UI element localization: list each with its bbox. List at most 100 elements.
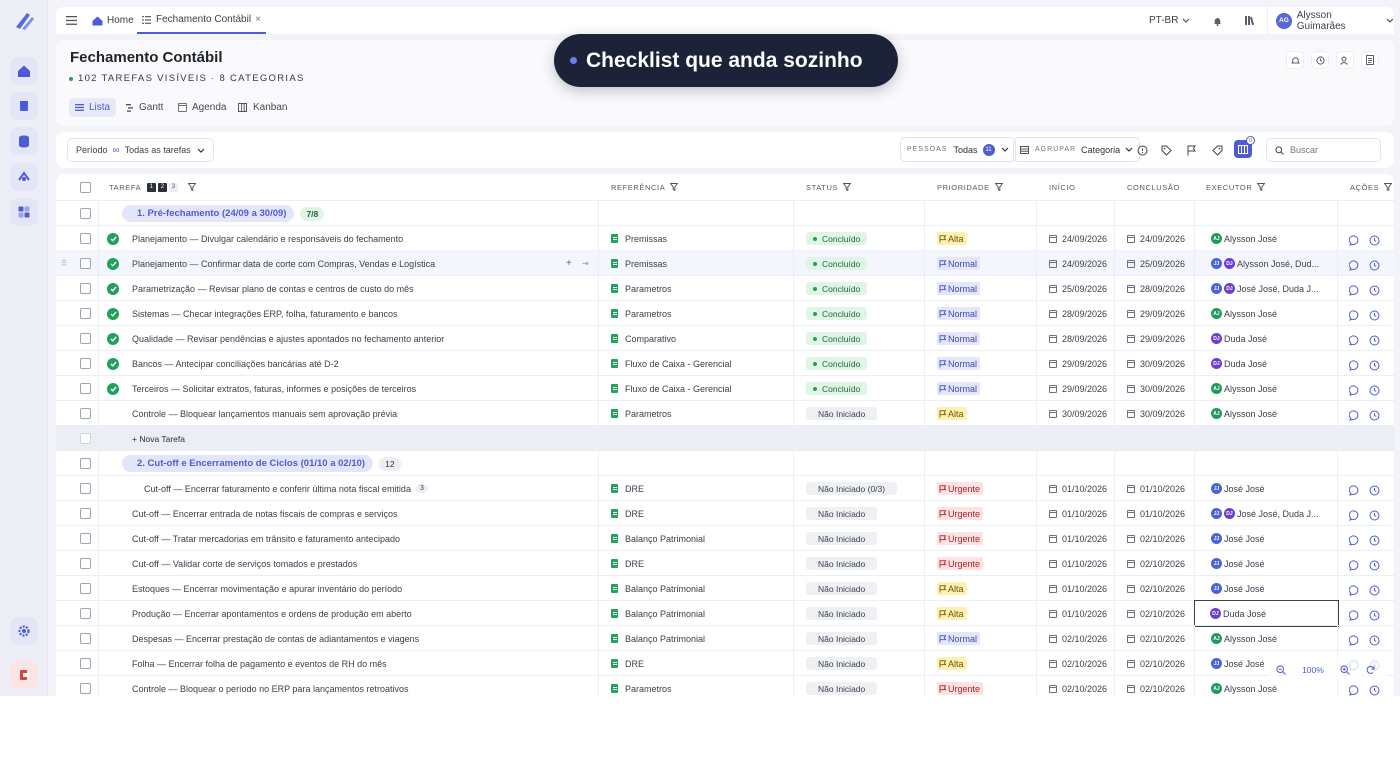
database-nav-icon[interactable]: [10, 127, 38, 155]
row-checkbox[interactable]: [80, 201, 91, 226]
tab-fechamento-contabil[interactable]: Fechamento Contábil ×: [137, 7, 266, 34]
status-badge[interactable]: Concluído: [806, 307, 868, 320]
clock-icon[interactable]: [1369, 483, 1380, 496]
priority-badge[interactable]: Alta: [937, 232, 967, 245]
task-title[interactable]: Qualidade — Revisar pendências e ajustes…: [132, 326, 572, 351]
filter-icon[interactable]: [994, 183, 1003, 191]
filter-icon[interactable]: [843, 183, 852, 191]
level-3-toggle[interactable]: 3: [169, 182, 179, 192]
comment-icon[interactable]: [1348, 533, 1360, 546]
executor-cell[interactable]: JJ DJ José José, Duda J...: [1211, 501, 1336, 526]
new-task-button[interactable]: + Nova Tarefa: [132, 426, 185, 451]
reference-cell[interactable]: Parametros: [611, 401, 672, 426]
checkbox[interactable]: [80, 358, 91, 369]
task-title[interactable]: Cut-off — Encerrar faturamento e conferi…: [144, 476, 584, 501]
user-menu[interactable]: AG Alysson Guimarães: [1267, 7, 1394, 34]
executor-cell[interactable]: JJ José José: [1211, 576, 1336, 601]
priority-badge[interactable]: Normal: [937, 282, 981, 295]
status-badge[interactable]: Não Iniciado: [806, 607, 878, 620]
priority-cell[interactable]: Urgente: [937, 551, 984, 576]
column-task[interactable]: TAREFA 1 2 3: [109, 174, 197, 200]
priority-badge[interactable]: Urgente: [937, 682, 984, 695]
status-badge[interactable]: Concluído: [806, 232, 868, 245]
clock-icon[interactable]: [1369, 583, 1380, 596]
reference-cell[interactable]: DRE: [611, 551, 644, 576]
status-cell[interactable]: Concluído: [806, 326, 868, 351]
column-start[interactable]: INÍCIO: [1049, 174, 1076, 200]
language-select[interactable]: PT-BR: [1149, 7, 1190, 34]
clock-icon[interactable]: [1369, 383, 1380, 396]
status-badge[interactable]: Não Iniciado: [806, 557, 878, 570]
checkbox[interactable]: [80, 683, 91, 694]
checkbox[interactable]: [80, 333, 91, 344]
task-title[interactable]: Bancos — Antecipar conciliações bancária…: [132, 351, 572, 376]
search-box[interactable]: [1266, 138, 1381, 162]
task-title[interactable]: Terceiros — Solicitar extratos, faturas,…: [132, 376, 572, 401]
status-badge[interactable]: Concluído: [806, 382, 868, 395]
row-checkbox[interactable]: [80, 376, 91, 401]
row-checkbox[interactable]: [80, 576, 91, 601]
library-icon[interactable]: [1245, 7, 1255, 34]
clock-icon[interactable]: [1369, 283, 1380, 296]
row-checkbox[interactable]: [80, 301, 91, 326]
tag-icon[interactable]: [1161, 143, 1172, 161]
comment-icon[interactable]: [1348, 333, 1360, 346]
zoom-out-icon[interactable]: [1276, 665, 1286, 675]
priority-cell[interactable]: Alta: [937, 576, 967, 601]
menu-hamburger-icon[interactable]: [66, 7, 77, 34]
checkbox[interactable]: [80, 658, 91, 669]
priority-cell[interactable]: Normal: [937, 626, 981, 651]
checkbox[interactable]: [80, 458, 91, 469]
clock-icon[interactable]: [1369, 558, 1380, 571]
comment-icon[interactable]: [1348, 683, 1360, 696]
status-cell[interactable]: Concluído: [806, 226, 868, 251]
home-nav-icon[interactable]: [10, 57, 38, 85]
checkbox[interactable]: [80, 383, 91, 394]
clock-icon[interactable]: [1369, 358, 1380, 371]
status-cell[interactable]: Concluído: [806, 376, 868, 401]
executor-cell[interactable]: AJ Alysson José: [1211, 376, 1336, 401]
status-badge[interactable]: Não Iniciado: [806, 507, 878, 520]
clock-icon[interactable]: [1369, 333, 1380, 346]
group-label[interactable]: 1. Pré-fechamento (24/09 a 30/09): [122, 205, 295, 222]
priority-cell[interactable]: Alta: [937, 226, 967, 251]
status-badge[interactable]: Não Iniciado: [806, 582, 878, 595]
documents-nav-icon[interactable]: [10, 92, 38, 120]
task-title[interactable]: Planejamento — Confirmar data de corte c…: [132, 251, 572, 276]
task-title[interactable]: Controle — Bloquear o período no ERP par…: [132, 676, 572, 696]
bell-icon[interactable]: [1213, 7, 1222, 34]
status-cell[interactable]: Concluído: [806, 301, 868, 326]
row-checkbox[interactable]: [80, 476, 91, 501]
row-checkbox[interactable]: [80, 326, 91, 351]
task-title[interactable]: Cut-off — Encerrar entrada de notas fisc…: [132, 501, 572, 526]
row-checkbox[interactable]: [80, 226, 91, 251]
group-header[interactable]: 1. Pré-fechamento (24/09 a 30/09) 7/8: [122, 201, 325, 226]
row-checkbox[interactable]: [80, 501, 91, 526]
checkbox[interactable]: [80, 508, 91, 519]
task-title[interactable]: Cut-off — Validar corte de serviços toma…: [132, 551, 572, 576]
clock-icon[interactable]: [1369, 258, 1380, 271]
status-cell[interactable]: Não Iniciado: [806, 401, 878, 426]
filter-icon[interactable]: [1384, 183, 1393, 191]
status-badge[interactable]: Não Iniciado: [806, 632, 878, 645]
reset-zoom-icon[interactable]: [1366, 665, 1376, 675]
row-checkbox[interactable]: [80, 426, 91, 451]
row-checkbox[interactable]: [80, 601, 91, 626]
row-checkbox[interactable]: [80, 626, 91, 651]
row-checkbox[interactable]: [80, 676, 91, 696]
group-label[interactable]: 2. Cut-off e Encerramento de Ciclos (01/…: [122, 455, 374, 472]
priority-badge[interactable]: Urgente: [937, 482, 984, 495]
priority-cell[interactable]: Normal: [937, 376, 981, 401]
comment-icon[interactable]: [1348, 283, 1360, 296]
task-title[interactable]: Planejamento — Divulgar calendário e res…: [132, 226, 572, 251]
task-title[interactable]: Folha — Encerrar folha de pagamento e ev…: [132, 651, 572, 676]
flag-icon[interactable]: [1187, 143, 1197, 161]
comment-icon[interactable]: [1348, 558, 1360, 571]
expand-row-icon[interactable]: ⇥: [582, 259, 589, 268]
priority-badge[interactable]: Urgente: [937, 557, 984, 570]
status-cell[interactable]: Concluído: [806, 251, 868, 276]
level-2-toggle[interactable]: 2: [158, 182, 168, 192]
column-priority[interactable]: PRIORIDADE: [937, 174, 1003, 200]
status-cell[interactable]: Não Iniciado: [806, 526, 878, 551]
comment-icon[interactable]: [1348, 258, 1360, 271]
